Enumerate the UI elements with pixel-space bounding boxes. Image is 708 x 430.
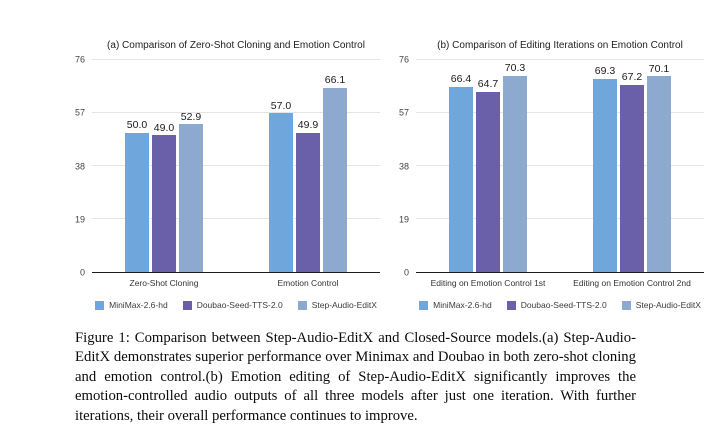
- bar-value-label: 66.4: [450, 73, 472, 86]
- x-category-label: Zero-Shot Cloning: [129, 278, 199, 288]
- bar-value-label: 70.1: [648, 62, 670, 75]
- chart-b-legend: MiniMax-2.6-hd Doubao-Seed-TTS-2.0 Step-Au…: [394, 300, 704, 310]
- legend-item-doubao-seed-tts-2.0: Doubao-Seed-TTS-2.0: [506, 300, 607, 310]
- bar-with-label: 64.7: [476, 60, 500, 272]
- bar-value-label: 50.0: [126, 119, 148, 132]
- chart-b-y-axis: 0 19 38 57 76: [394, 55, 416, 277]
- gridline: [416, 218, 704, 219]
- bar-value-label: 69.3: [594, 65, 616, 78]
- y-tick-label: 76: [74, 54, 85, 65]
- legend-item-minimax-2.6-hd: MiniMax-2.6-hd: [95, 300, 168, 310]
- bar-with-label: 57.0: [269, 60, 293, 272]
- chart-b-plot-area: 66.4 64.7 70.3 69.3 67.2 70.1: [416, 59, 704, 273]
- chart-b-title: (b) Comparison of Editing Iterations on …: [437, 40, 683, 51]
- legend-swatch-icon: [95, 300, 105, 310]
- chart-a-y-axis: 0 19 38 57 76: [70, 55, 92, 277]
- bar-step-audio-editx: [323, 87, 347, 272]
- bar-doubao-seed-tts-2.0: [152, 135, 176, 272]
- chart-a-title: (a) Comparison of Zero-Shot Cloning and …: [107, 40, 365, 51]
- gridline: [416, 165, 704, 166]
- bar-group: 50.0 49.0 52.9: [125, 60, 203, 272]
- legend-item-step-audio-editx: Step-Audio-EditX: [297, 300, 377, 310]
- gridline: [92, 218, 380, 219]
- legend-swatch-icon: [419, 300, 429, 310]
- gridline: [92, 112, 380, 113]
- bar-with-label: 69.3: [593, 60, 617, 272]
- legend-swatch-icon: [297, 300, 307, 310]
- chart-a-x-axis-labels: Zero-Shot Cloning Emotion Control: [70, 278, 380, 288]
- chart-b-x-axis-labels: Editing on Emotion Control 1st Editing on…: [394, 278, 704, 288]
- legend-item-minimax-2.6-hd: MiniMax-2.6-hd: [419, 300, 492, 310]
- legend-label: Step-Audio-EditX: [635, 300, 701, 310]
- bar-with-label: 66.4: [449, 60, 473, 272]
- y-tick-label: 57: [398, 107, 409, 118]
- legend-label: MiniMax-2.6-hd: [109, 300, 168, 310]
- x-category-label: Editing on Emotion Control 2nd: [573, 278, 691, 288]
- legend-label: MiniMax-2.6-hd: [433, 300, 492, 310]
- bar-with-label: 67.2: [620, 60, 644, 272]
- bar-step-audio-editx: [503, 75, 527, 272]
- y-tick-label: 38: [74, 161, 85, 171]
- legend-label: Doubao-Seed-TTS-2.0: [196, 300, 283, 310]
- legend-label: Step-Audio-EditX: [311, 300, 377, 310]
- chart-a-zero-shot-emotion: (a) Comparison of Zero-Shot Cloning and …: [70, 40, 380, 310]
- chart-a-plot-area: 50.0 49.0 52.9 57.0 49.9 66.1: [92, 59, 380, 273]
- legend-swatch-icon: [182, 300, 192, 310]
- bar-doubao-seed-tts-2.0: [296, 132, 320, 272]
- y-tick-label: 19: [74, 214, 85, 225]
- bar-with-label: 52.9: [179, 60, 203, 272]
- y-tick-label: 19: [398, 214, 409, 225]
- bar-minimax-2.6-hd: [593, 78, 617, 272]
- figure-charts-row: (a) Comparison of Zero-Shot Cloning and …: [70, 40, 704, 310]
- bar-with-label: 70.3: [503, 60, 527, 272]
- y-tick-label: 76: [398, 54, 409, 65]
- legend-item-doubao-seed-tts-2.0: Doubao-Seed-TTS-2.0: [182, 300, 283, 310]
- gridline: [416, 112, 704, 113]
- bar-value-label: 49.0: [153, 121, 175, 134]
- chart-a-legend: MiniMax-2.6-hd Doubao-Seed-TTS-2.0 Step-Au…: [70, 300, 380, 310]
- bar-doubao-seed-tts-2.0: [476, 91, 500, 272]
- gridline: [92, 59, 380, 60]
- y-tick-label: 0: [79, 267, 85, 278]
- bar-value-label: 57.0: [270, 99, 292, 112]
- bar-with-label: 49.9: [296, 60, 320, 272]
- bar-minimax-2.6-hd: [125, 132, 149, 272]
- y-tick-label: 57: [74, 107, 85, 118]
- bar-with-label: 49.0: [152, 60, 176, 272]
- bar-step-audio-editx: [179, 124, 203, 272]
- bar-minimax-2.6-hd: [269, 113, 293, 272]
- bar-step-audio-editx: [647, 76, 671, 272]
- bar-value-label: 66.1: [324, 74, 346, 87]
- chart-b-editing-iterations: (b) Comparison of Editing Iterations on …: [394, 40, 704, 310]
- bar-value-label: 67.2: [621, 71, 643, 84]
- legend-swatch-icon: [506, 300, 516, 310]
- bar-minimax-2.6-hd: [449, 86, 473, 272]
- legend-swatch-icon: [621, 300, 631, 310]
- chart-a-plot-row: 0 19 38 57 76 50.0 49.0 52.9 57.0 49.9 66.1: [70, 55, 380, 277]
- bar-value-label: 64.7: [477, 78, 499, 91]
- bar-group: 69.3 67.2 70.1: [593, 60, 671, 272]
- gridline: [416, 59, 704, 60]
- x-category-label: Editing on Emotion Control 1st: [430, 278, 546, 288]
- bar-value-label: 70.3: [504, 62, 526, 75]
- legend-label: Doubao-Seed-TTS-2.0: [520, 300, 607, 310]
- bar-doubao-seed-tts-2.0: [620, 84, 644, 272]
- bar-with-label: 50.0: [125, 60, 149, 272]
- y-tick-label: 38: [398, 161, 409, 171]
- bar-with-label: 70.1: [647, 60, 671, 272]
- legend-item-step-audio-editx: Step-Audio-EditX: [621, 300, 701, 310]
- bar-with-label: 66.1: [323, 60, 347, 272]
- y-tick-label: 0: [403, 267, 409, 278]
- chart-b-plot-row: 0 19 38 57 76 66.4 64.7 70.3 69.3 67.2 70.1: [394, 55, 704, 277]
- figure-caption: Figure 1: Comparison between Step-Audio-…: [75, 330, 636, 424]
- bar-value-label: 49.9: [297, 119, 319, 132]
- bar-group: 66.4 64.7 70.3: [449, 60, 527, 272]
- bar-value-label: 52.9: [180, 110, 202, 123]
- bar-group: 57.0 49.9 66.1: [269, 60, 347, 272]
- x-category-label: Emotion Control: [277, 278, 339, 288]
- gridline: [92, 165, 380, 166]
